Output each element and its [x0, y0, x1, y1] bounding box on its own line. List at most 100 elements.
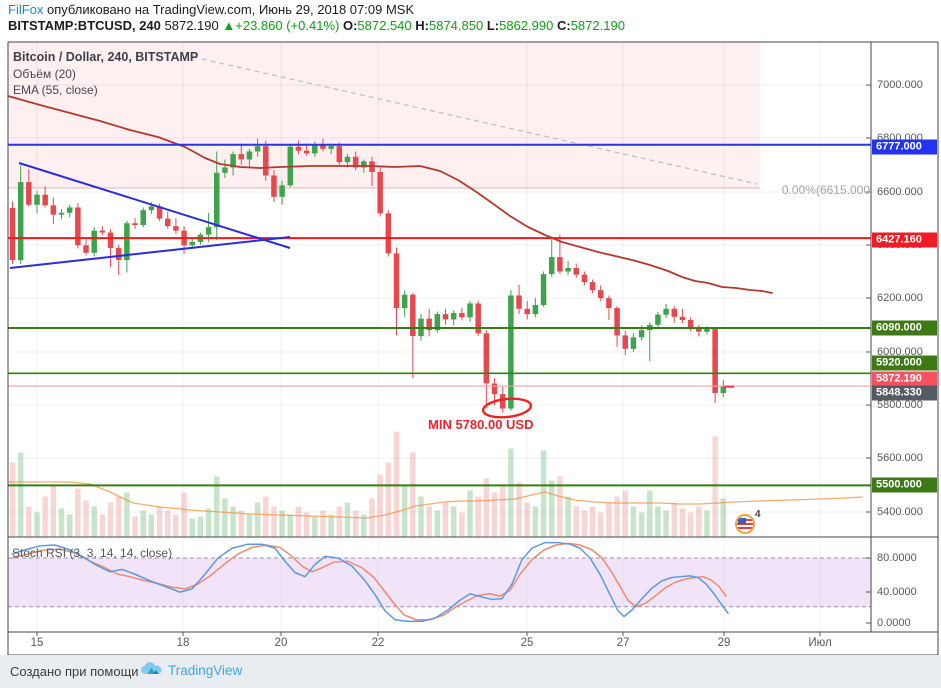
candle-body: [344, 156, 351, 163]
price-change: +23.860 (+0.41%): [235, 18, 340, 33]
candle-body: [671, 308, 678, 317]
candle-body: [83, 245, 89, 253]
chart-legend-title[interactable]: Bitcoin / Dollar, 240, BITSTAMP: [13, 50, 199, 64]
volume-bar: [597, 512, 604, 537]
candle-body: [589, 282, 596, 291]
volume-bar: [42, 496, 48, 537]
volume-bar: [655, 506, 661, 537]
open-value: 5872.540: [357, 18, 412, 33]
publish-text: опубликовано на TradingView.com, Июнь 29…: [43, 2, 415, 17]
stoch-tick-label: 0.0000: [877, 617, 911, 629]
stoch-tick-label: 40.0000: [877, 586, 917, 598]
symbol-title[interactable]: BITSTAMP:BTCUSD, 240: [8, 18, 161, 33]
tradingview-logo-icon: [141, 662, 162, 674]
candle-body: [9, 208, 16, 260]
candle-body: [712, 329, 718, 394]
volume-bar: [459, 512, 465, 537]
volume-bar: [622, 490, 628, 537]
candle-body: [491, 383, 498, 395]
volume-bar: [450, 506, 457, 537]
price-tick-label: 6000.000: [877, 346, 923, 358]
candle-body: [442, 314, 449, 320]
last-price: 5872.190: [164, 18, 219, 33]
candle-body: [352, 156, 359, 168]
price-label-chip: 5872.190: [872, 371, 937, 387]
candle-body: [238, 154, 245, 160]
volume-bar: [156, 506, 163, 537]
candle-body: [467, 303, 473, 318]
candle-body: [540, 274, 547, 306]
candle-body: [499, 394, 506, 409]
volume-bar: [499, 486, 506, 537]
volume-bar: [418, 496, 424, 537]
price-tick-label: 5400.000: [877, 506, 923, 518]
volume-bar: [426, 506, 432, 537]
volume-bar: [279, 510, 285, 537]
volume-bar: [271, 506, 277, 537]
candle-body: [303, 150, 310, 154]
volume-bar: [328, 514, 334, 537]
stoch-rsi-legend[interactable]: Stoch RSI (3, 3, 14, 14, close): [12, 546, 173, 560]
author-link[interactable]: FilFox: [8, 2, 44, 17]
volume-bar: [508, 448, 514, 537]
volume-bar: [17, 452, 24, 537]
price-tick-label: 6600.000: [877, 186, 923, 198]
candle-body: [696, 327, 702, 332]
volume-bar: [524, 502, 530, 537]
volume-bar: [647, 490, 653, 537]
triangle-lower-line: [9, 236, 291, 269]
economic-events-marker[interactable]: 4: [735, 509, 765, 537]
candle-body: [597, 290, 604, 299]
fib-level-label: 0.00%(6615.000: [781, 183, 870, 197]
volume-bar: [532, 506, 539, 537]
candle-body: [246, 151, 253, 160]
candle-body: [205, 227, 212, 235]
volume-bar: [548, 480, 555, 537]
fib-dashed-trendline: [192, 56, 758, 185]
candle-body: [189, 241, 195, 246]
volume-bar: [704, 510, 710, 537]
tradingview-brand-link[interactable]: TradingView: [168, 663, 243, 678]
price-tick-label: 6200.000: [877, 292, 923, 304]
volume-bar: [263, 496, 269, 537]
candle-body: [148, 206, 155, 211]
volume-bar: [385, 462, 392, 537]
price-label-chip: 5920.000: [872, 355, 937, 371]
candle-body: [483, 333, 490, 384]
volume-bar: [107, 502, 114, 537]
volume-bar: [34, 512, 40, 537]
volume-bar: [696, 506, 702, 537]
legend-volume-indicator[interactable]: Объём (20): [13, 67, 76, 81]
volume-bar: [91, 506, 97, 537]
candle-body: [173, 226, 179, 231]
volume-bar: [295, 506, 302, 537]
candle-body: [58, 212, 65, 215]
up-arrow-icon: ▲: [222, 18, 236, 33]
legend-ema-indicator[interactable]: EMA (55, close): [13, 83, 98, 97]
candle-body: [312, 145, 318, 154]
candle-body: [410, 294, 416, 336]
volume-ma-line: [7, 481, 863, 519]
volume-bar: [344, 502, 351, 537]
close-value: 5872.190: [570, 18, 625, 33]
volume-bar: [50, 484, 57, 537]
volume-bar: [434, 510, 441, 537]
volume-bar: [254, 502, 261, 537]
volume-bar: [410, 452, 416, 537]
time-tick-label: 15: [30, 637, 44, 649]
price-label-chip: 5500.000: [872, 477, 937, 493]
candle-body: [230, 154, 236, 168]
high-label: H:: [415, 18, 429, 33]
min-price-annotation: MIN 5780.00 USD: [428, 417, 534, 432]
volume-bar: [663, 510, 669, 537]
volume-bar: [483, 478, 490, 537]
symbol-ohlc-line: BITSTAMP:BTCUSD, 240 5872.190 ▲+23.860 (…: [8, 18, 625, 33]
publish-line: FilFox опубликовано на TradingView.com, …: [8, 2, 414, 17]
candle-body: [263, 146, 269, 176]
candle-body: [426, 318, 432, 331]
time-tick-label: 18: [176, 637, 190, 649]
volume-bar: [352, 510, 359, 537]
price-label-chip: 6427.160: [872, 232, 937, 248]
